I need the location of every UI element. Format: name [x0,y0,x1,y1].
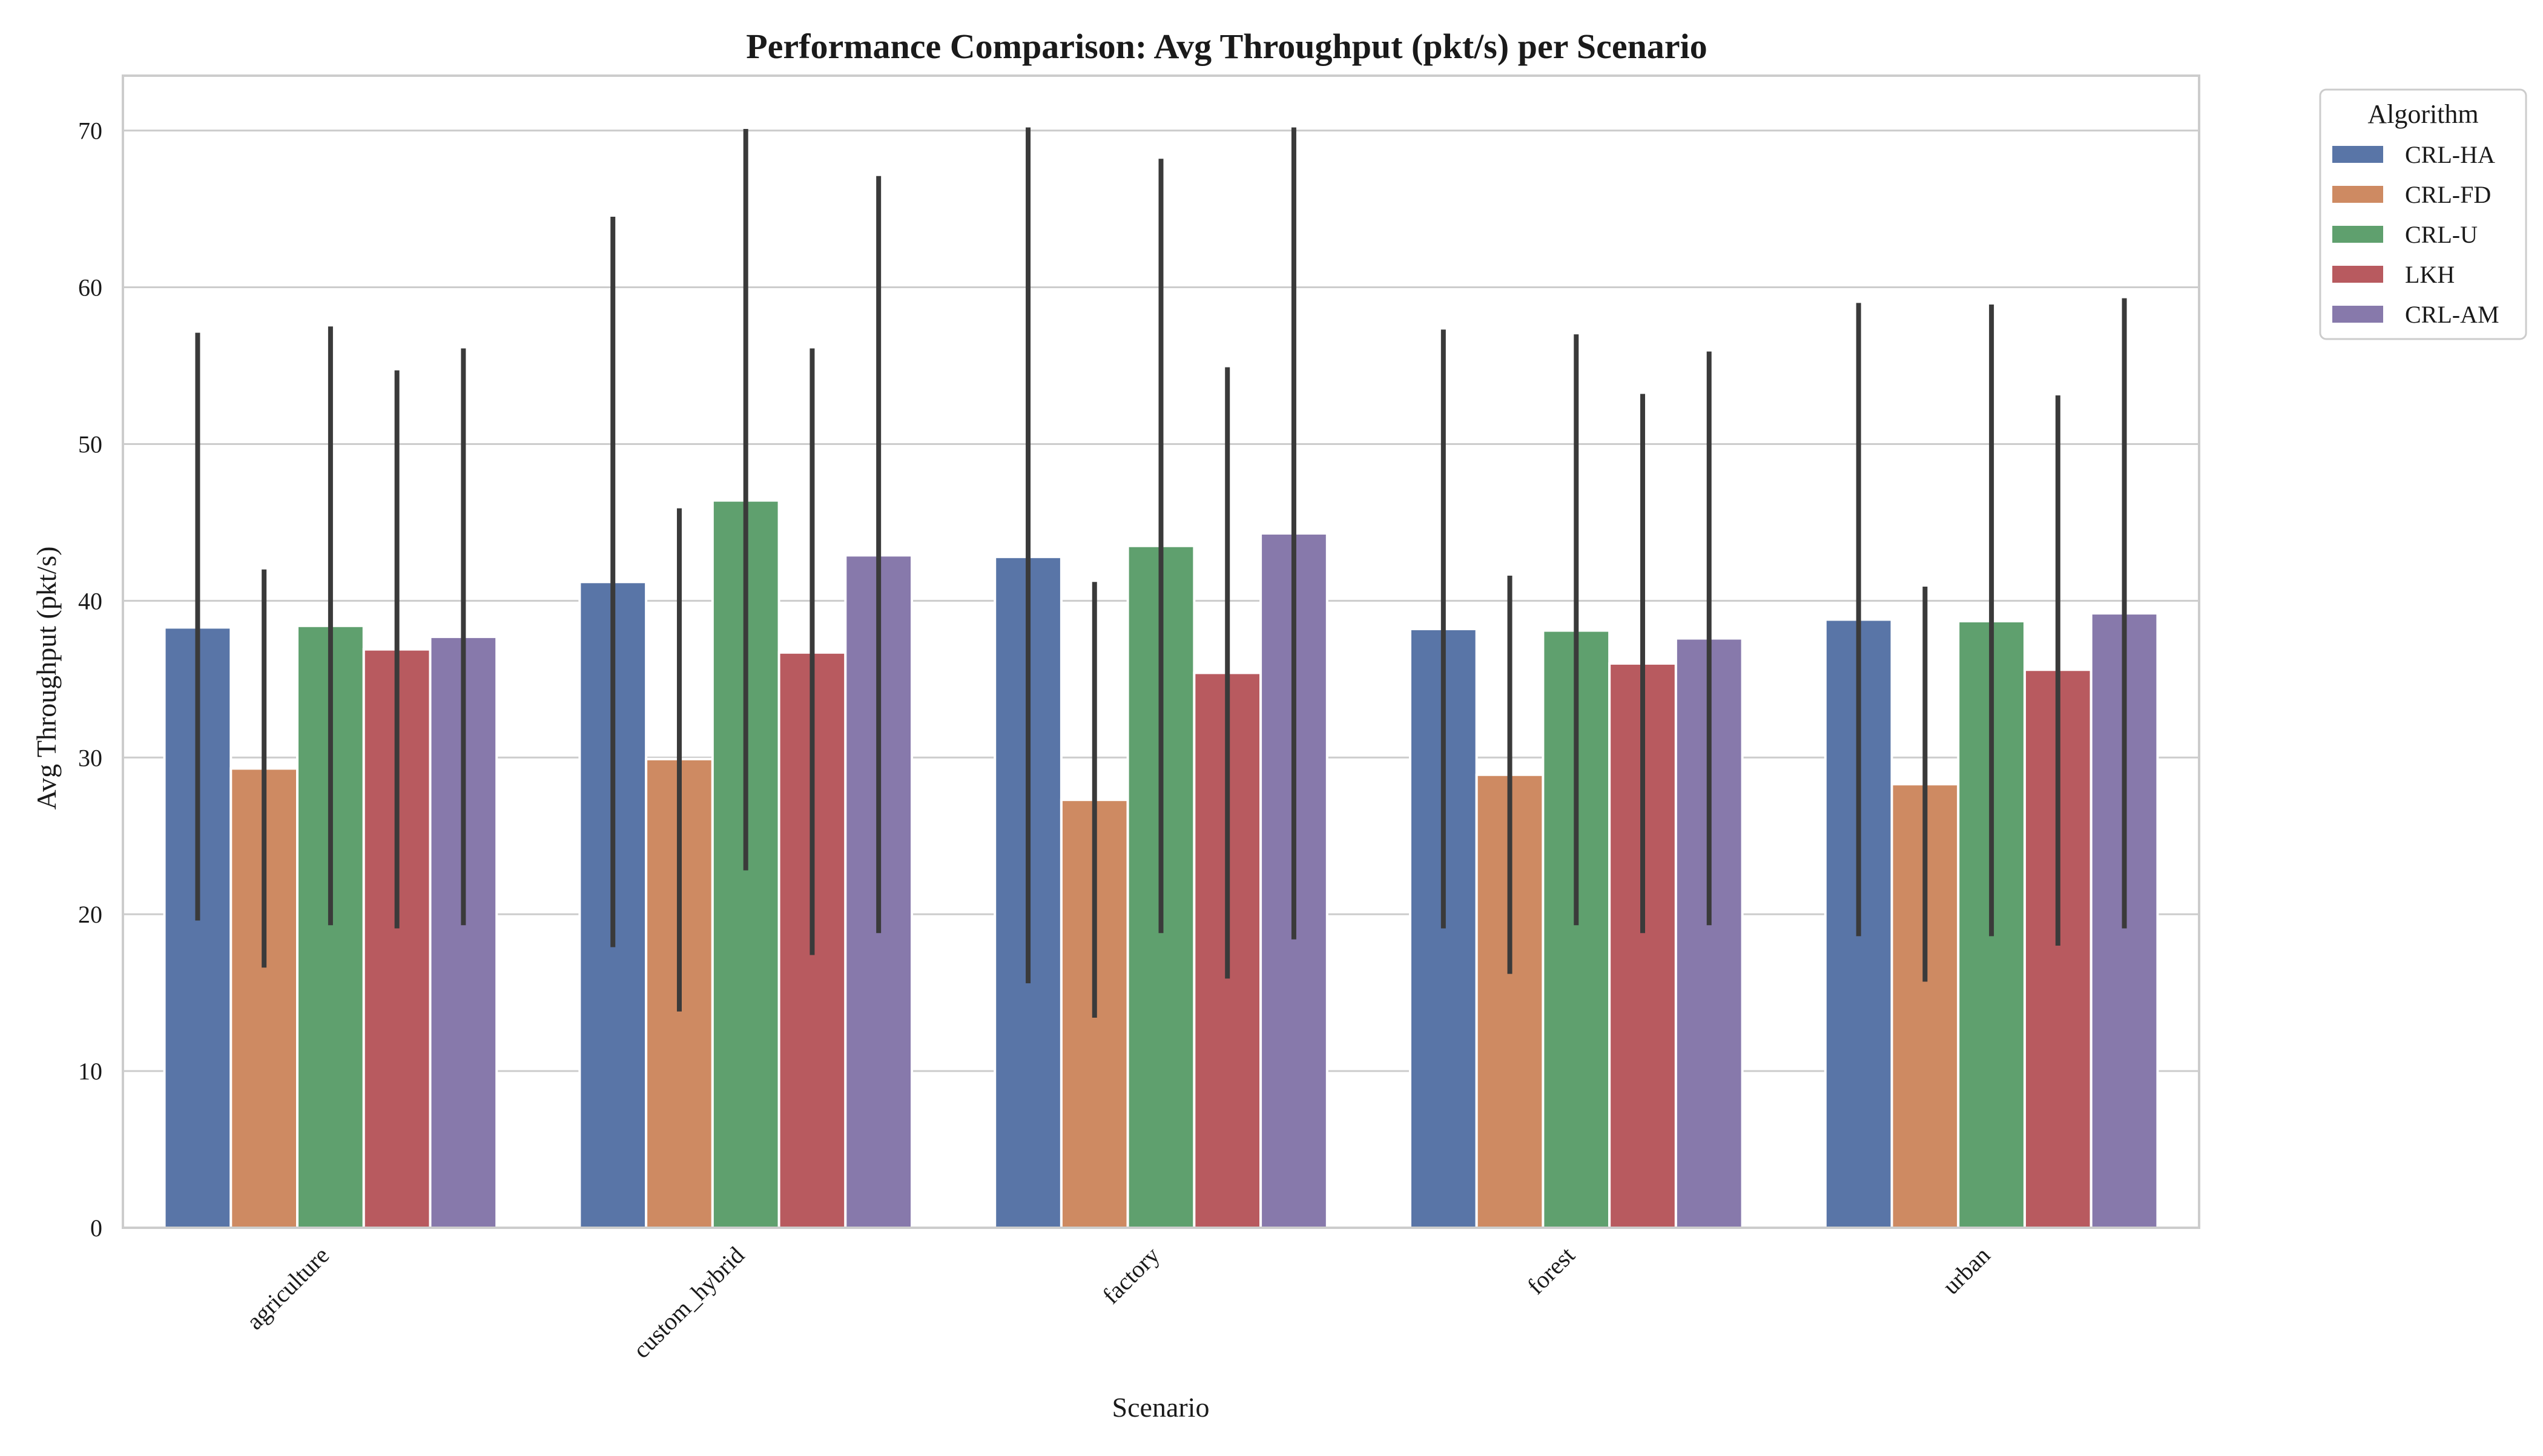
x-axis-label: Scenario [1112,1392,1210,1423]
error-bars-layer [195,127,2127,1018]
legend-label-crl-am: CRL-AM [2405,301,2499,328]
legend-swatch-crl-ha [2332,146,2383,163]
plot-frame [122,74,2200,1229]
x-tick-label-forest: forest [1522,1242,1580,1300]
x-tick-label-custom_hybrid: custom_hybrid [628,1242,750,1364]
y-tick-label: 60 [78,274,102,301]
legend-swatch-lkh [2332,266,2383,283]
legend-title: Algorithm [2367,99,2478,129]
legend-label-crl-ha: CRL-HA [2405,141,2495,168]
legend-swatch-crl-u [2332,226,2383,243]
legend: Algorithm CRL-HA CRL-FD CRL-U LKH CRL-AM [2319,88,2527,340]
legend-label-crl-u: CRL-U [2405,221,2478,248]
legend-swatch-crl-am [2332,306,2383,323]
x-tick-label-urban: urban [1937,1242,1995,1300]
x-tick-label-agriculture: agriculture [241,1242,334,1335]
legend-label-lkh: LKH [2405,261,2455,288]
y-tick-label: 20 [78,901,102,928]
y-tick-label: 70 [78,117,102,145]
y-tick-label: 40 [78,587,102,614]
y-tick-label: 50 [78,430,102,458]
y-tick-label: 0 [90,1214,102,1242]
x-tick-label-factory: factory [1097,1242,1165,1309]
y-tick-label: 10 [78,1058,102,1085]
y-axis-label: Avg Throughput (pkt/s) [31,546,62,809]
y-tick-label: 30 [78,744,102,771]
chart-title: Performance Comparison: Avg Throughput (… [746,27,1707,66]
legend-label-crl-fd: CRL-FD [2405,181,2491,208]
legend-swatch-crl-fd [2332,186,2383,203]
